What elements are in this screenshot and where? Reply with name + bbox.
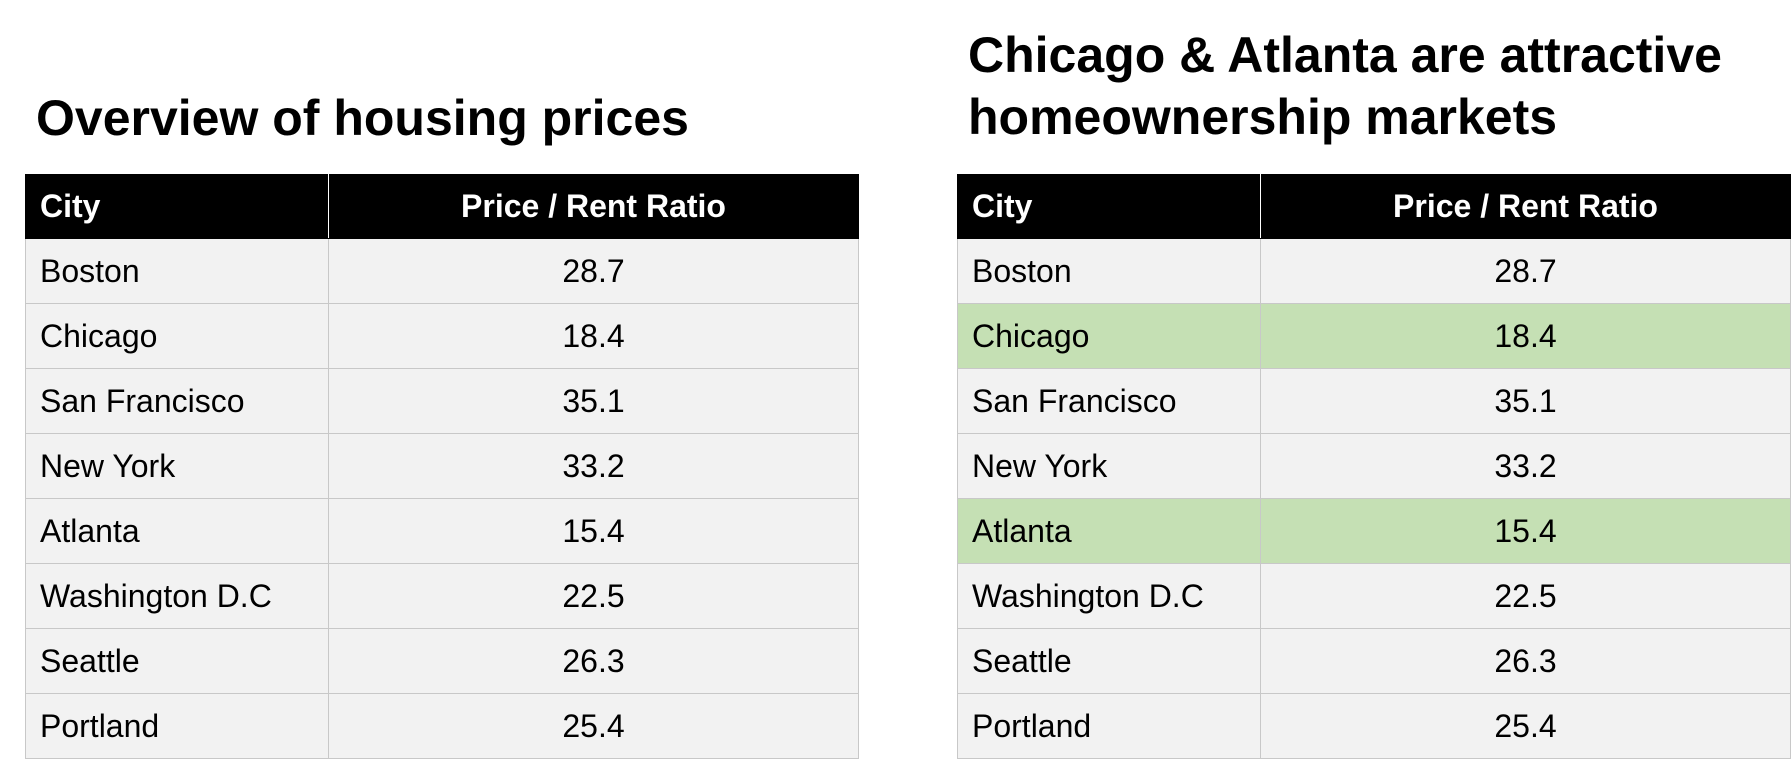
city-cell: Washington D.C — [957, 563, 1261, 629]
city-cell: Seattle — [25, 628, 329, 694]
table-row: Seattle 26.3 — [25, 628, 859, 694]
table-row: Boston 28.7 — [25, 238, 859, 304]
right-title-line1: Chicago & Atlanta are attractive — [968, 27, 1722, 83]
right-title: Chicago & Atlanta are attractive homeowne… — [968, 24, 1722, 148]
table-row: New York 33.2 — [957, 433, 1791, 499]
table-row: Washington D.C 22.5 — [957, 563, 1791, 629]
ratio-cell: 26.3 — [328, 628, 859, 694]
header-price-rent-ratio: Price / Rent Ratio — [1260, 174, 1791, 239]
city-cell: Portland — [957, 693, 1261, 759]
ratio-cell: 33.2 — [328, 433, 859, 499]
table-row-highlighted: Atlanta 15.4 — [957, 498, 1791, 564]
city-cell: New York — [957, 433, 1261, 499]
left-price-table: City Price / Rent Ratio Boston 28.7 Chic… — [25, 174, 859, 759]
city-cell: Atlanta — [25, 498, 329, 564]
city-cell: Boston — [957, 238, 1261, 304]
table-row: San Francisco 35.1 — [25, 368, 859, 434]
city-cell: San Francisco — [957, 368, 1261, 434]
city-cell: San Francisco — [25, 368, 329, 434]
ratio-cell: 33.2 — [1260, 433, 1791, 499]
table-header-row: City Price / Rent Ratio — [25, 174, 859, 239]
header-city: City — [957, 174, 1261, 239]
right-panel: Chicago & Atlanta are attractive homeowne… — [956, 0, 1792, 771]
ratio-cell: 28.7 — [328, 238, 859, 304]
city-cell: Washington D.C — [25, 563, 329, 629]
table-row: Seattle 26.3 — [957, 628, 1791, 694]
ratio-cell: 35.1 — [1260, 368, 1791, 434]
ratio-cell: 18.4 — [1260, 303, 1791, 369]
city-cell: Portland — [25, 693, 329, 759]
table-row: Atlanta 15.4 — [25, 498, 859, 564]
table-row: Portland 25.4 — [957, 693, 1791, 759]
city-cell: Atlanta — [957, 498, 1261, 564]
city-cell: New York — [25, 433, 329, 499]
table-row: New York 33.2 — [25, 433, 859, 499]
table-row: Boston 28.7 — [957, 238, 1791, 304]
ratio-cell: 25.4 — [328, 693, 859, 759]
right-title-line2: homeownership markets — [968, 89, 1558, 145]
table-row: Portland 25.4 — [25, 693, 859, 759]
city-cell: Boston — [25, 238, 329, 304]
city-cell: Seattle — [957, 628, 1261, 694]
table-row-highlighted: Chicago 18.4 — [957, 303, 1791, 369]
ratio-cell: 22.5 — [1260, 563, 1791, 629]
ratio-cell: 18.4 — [328, 303, 859, 369]
table-row: San Francisco 35.1 — [957, 368, 1791, 434]
ratio-cell: 28.7 — [1260, 238, 1791, 304]
header-price-rent-ratio: Price / Rent Ratio — [328, 174, 859, 239]
right-price-table: City Price / Rent Ratio Boston 28.7 Chic… — [957, 174, 1791, 759]
left-panel: Overview of housing prices City Price / … — [0, 0, 880, 771]
ratio-cell: 26.3 — [1260, 628, 1791, 694]
ratio-cell: 15.4 — [328, 498, 859, 564]
table-row: Chicago 18.4 — [25, 303, 859, 369]
ratio-cell: 15.4 — [1260, 498, 1791, 564]
ratio-cell: 35.1 — [328, 368, 859, 434]
header-city: City — [25, 174, 329, 239]
left-title: Overview of housing prices — [36, 90, 689, 146]
city-cell: Chicago — [25, 303, 329, 369]
table-row: Washington D.C 22.5 — [25, 563, 859, 629]
table-header-row: City Price / Rent Ratio — [957, 174, 1791, 239]
ratio-cell: 22.5 — [328, 563, 859, 629]
city-cell: Chicago — [957, 303, 1261, 369]
ratio-cell: 25.4 — [1260, 693, 1791, 759]
